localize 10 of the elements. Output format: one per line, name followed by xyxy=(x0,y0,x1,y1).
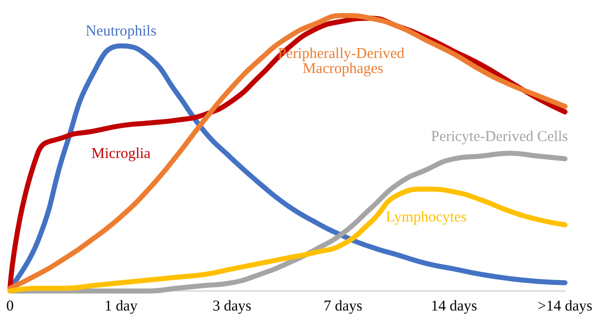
x-tick-label: >14 days xyxy=(538,298,593,314)
x-tick-label: 7 days xyxy=(324,298,363,314)
x-tick-label: 1 day xyxy=(104,298,138,314)
x-tick-label: 0 xyxy=(6,298,14,314)
series-label: Neutrophils xyxy=(86,23,157,40)
series-label: Lymphocytes xyxy=(386,210,467,226)
x-tick-label: 3 days xyxy=(212,298,252,314)
series-label: Microglia xyxy=(91,146,151,162)
x-tick-label: 14 days xyxy=(430,298,478,314)
series-label: Pericyte-Derived Cells xyxy=(430,128,568,145)
